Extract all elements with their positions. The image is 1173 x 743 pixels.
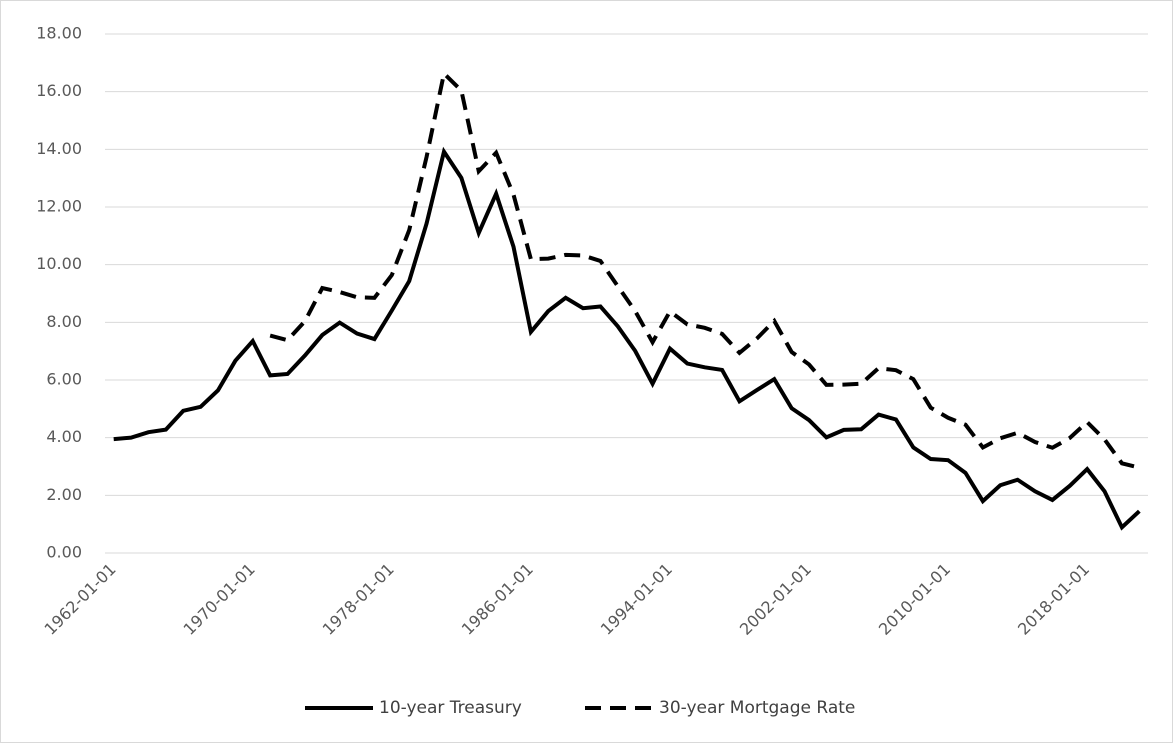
- y-tick-label: 18.00: [36, 24, 82, 43]
- y-tick-label: 12.00: [36, 197, 82, 216]
- y-tick-label: 4.00: [46, 427, 82, 446]
- legend-label: 30-year Mortgage Rate: [659, 698, 855, 718]
- series-line: [113, 146, 1141, 531]
- y-tick-label: 2.00: [46, 485, 82, 504]
- y-tick-label: 14.00: [36, 139, 82, 158]
- series-line: [269, 69, 1140, 470]
- legend-label: 10-year Treasury: [379, 698, 522, 718]
- y-tick-label: 16.00: [36, 81, 82, 100]
- y-tick-label: 0.00: [46, 543, 82, 562]
- y-tick-label: 6.00: [46, 370, 82, 389]
- y-tick-label: 8.00: [46, 312, 82, 331]
- y-tick-label: 10.00: [36, 254, 82, 273]
